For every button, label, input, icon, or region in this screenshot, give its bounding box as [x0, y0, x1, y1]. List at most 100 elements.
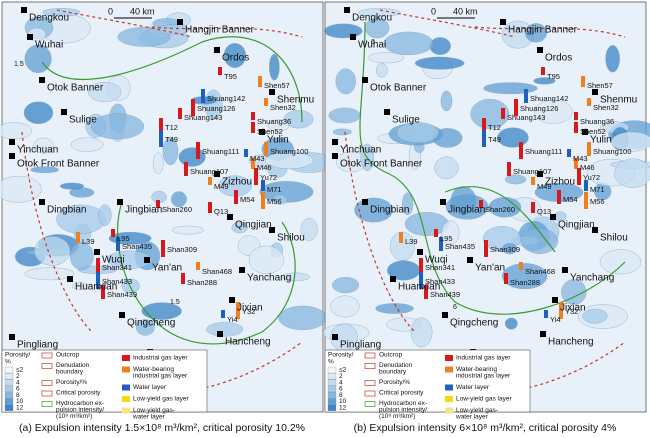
- porosity-zone: [135, 319, 155, 336]
- well-bar: [236, 302, 240, 319]
- city-marker: [21, 7, 27, 13]
- city-marker: [362, 77, 368, 83]
- well-bar: [587, 98, 591, 106]
- legend-label: Industrial gas layer: [133, 355, 188, 362]
- porosity-zone: [273, 194, 288, 205]
- city-label: Pingliang: [340, 340, 381, 351]
- well-bar: [504, 273, 508, 284]
- porosity-zone: [87, 82, 122, 103]
- city-label: Qingjian: [235, 220, 272, 231]
- city-label: Wuhai: [35, 40, 63, 51]
- porosity-zone: [259, 181, 314, 203]
- legend-label: (10⁸ m³/km²): [56, 413, 92, 420]
- legend-swatch: [327, 398, 337, 405]
- legend-label: boundary: [56, 369, 84, 376]
- well-label: Shuang36: [580, 117, 614, 126]
- city-label: Qingjian: [558, 220, 595, 231]
- porosity-zone: [0, 122, 33, 140]
- porosity-zone: [534, 99, 573, 124]
- well-label: M54: [563, 195, 578, 204]
- well-bar: [261, 192, 265, 209]
- city-marker: [440, 199, 446, 205]
- legend-label: Denudation: [56, 362, 90, 369]
- legend-box: [324, 349, 531, 413]
- well-label: M49: [214, 182, 229, 191]
- well-bar: [524, 89, 528, 103]
- well-label: Shan433: [425, 277, 455, 286]
- porosity-zone: [440, 90, 453, 112]
- legend-label: Outcrop: [56, 352, 80, 359]
- city-label: Zizhou: [222, 177, 252, 188]
- well-label: Shan341: [425, 263, 455, 272]
- porosity-zone: [248, 245, 285, 275]
- well-bar: [184, 162, 188, 176]
- legend-swatch: [327, 392, 337, 399]
- porosity-zone: [98, 204, 112, 226]
- legend-swatch: [4, 398, 14, 405]
- legend-swatch: [327, 373, 337, 380]
- well-label: Shan433: [102, 277, 132, 286]
- legend-swatch: [445, 384, 453, 391]
- legend-label: Hydrocarbon ex-: [379, 400, 427, 407]
- city-label: Ordos: [222, 53, 249, 64]
- legend-label: 4: [339, 379, 343, 386]
- city-marker: [214, 47, 220, 53]
- legend-box: [1, 349, 208, 413]
- well-bar: [507, 162, 511, 176]
- contour-label: 1.5: [14, 61, 24, 68]
- city-label: Jingbian: [125, 205, 162, 216]
- city-label: Hancheng: [225, 337, 271, 348]
- city-marker: [417, 249, 423, 255]
- legend-swatch: [122, 366, 130, 373]
- well-label: Shuang100: [270, 147, 308, 156]
- well-bar: [584, 192, 588, 209]
- well-label: Shuang36: [257, 117, 291, 126]
- well-label: M54: [240, 195, 255, 204]
- porosity-zone: [582, 308, 608, 324]
- scale-label: 0: [431, 6, 436, 16]
- well-label: Shan439: [107, 290, 137, 299]
- well-label: Shen52: [257, 127, 283, 136]
- city-marker: [332, 139, 338, 145]
- contour-label: 6: [371, 39, 375, 46]
- legend-label: water layer: [455, 414, 489, 421]
- well-bar: [251, 158, 255, 169]
- porosity-zone: [414, 56, 465, 70]
- legend-label: Critical porosity: [56, 390, 101, 397]
- legend-swatch: [445, 366, 453, 373]
- well-bar: [557, 190, 561, 204]
- well-bar: [574, 158, 578, 169]
- well-label: T95: [224, 72, 237, 81]
- well-bar: [559, 302, 563, 319]
- porosity-zone: [410, 317, 433, 348]
- legend-label: Water-bearing: [456, 366, 497, 373]
- well-label: T49: [488, 135, 501, 144]
- legend-label: Low-yield gas layer: [456, 396, 512, 403]
- porosity-zone: [614, 158, 650, 188]
- porosity-zone: [59, 182, 85, 190]
- well-label: Shan468: [525, 267, 555, 276]
- city-label: Yulin: [267, 135, 289, 146]
- legend-label: 12: [339, 405, 347, 412]
- legend-swatch: [122, 355, 130, 361]
- city-marker: [117, 199, 123, 205]
- well-bar: [96, 258, 100, 272]
- city-marker: [239, 267, 245, 273]
- porosity-zone: [358, 8, 401, 17]
- porosity-zone: [283, 110, 314, 129]
- well-bar: [201, 89, 205, 103]
- city-marker: [552, 297, 558, 303]
- city-label: Otok Banner: [47, 83, 104, 94]
- well-label: Yi4: [227, 315, 238, 324]
- well-bar: [178, 108, 182, 119]
- city-marker: [344, 7, 350, 13]
- porosity-zone: [497, 127, 529, 148]
- denudation-boundary: [344, 9, 626, 394]
- city-label: Wuqi: [425, 255, 448, 266]
- legend-swatch: [4, 366, 14, 374]
- well-bar: [254, 168, 258, 185]
- well-label: Shuang126: [520, 104, 558, 113]
- legend-label: 2: [339, 373, 343, 380]
- porosity-zone: [533, 77, 556, 85]
- city-marker: [467, 257, 473, 263]
